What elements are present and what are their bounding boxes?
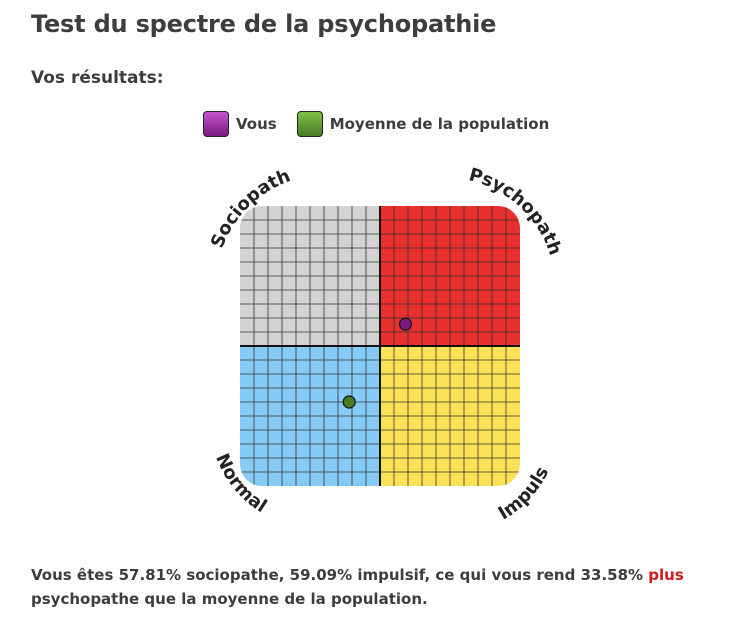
point-you [398, 317, 413, 331]
chart-legend: Vous Moyenne de la population [203, 111, 569, 137]
legend-item-you: Vous [203, 111, 277, 137]
result-highlight-plus: plus [648, 566, 684, 584]
legend-item-average: Moyenne de la population [296, 111, 550, 137]
purple-swatch-icon [203, 111, 229, 137]
psychopathy-spectrum-chart: Sociopathe Psychopathe Normal Impulsif [0, 0, 566, 524]
result-summary: Vous êtes 57.81% sociopathe, 59.09% impu… [31, 563, 731, 611]
point-population-average [342, 395, 356, 409]
result-text-part2: psychopathe que la moyenne de la populat… [31, 590, 428, 608]
result-text-part1: Vous êtes 57.81% sociopathe, 59.09% impu… [31, 566, 649, 584]
page-title: Test du spectre de la psychopathie [31, 10, 497, 38]
legend-label-you: Vous [236, 115, 277, 133]
legend-label-average: Moyenne de la population [329, 115, 550, 133]
green-swatch-icon [296, 111, 323, 137]
results-heading: Vos résultats: [31, 68, 164, 88]
